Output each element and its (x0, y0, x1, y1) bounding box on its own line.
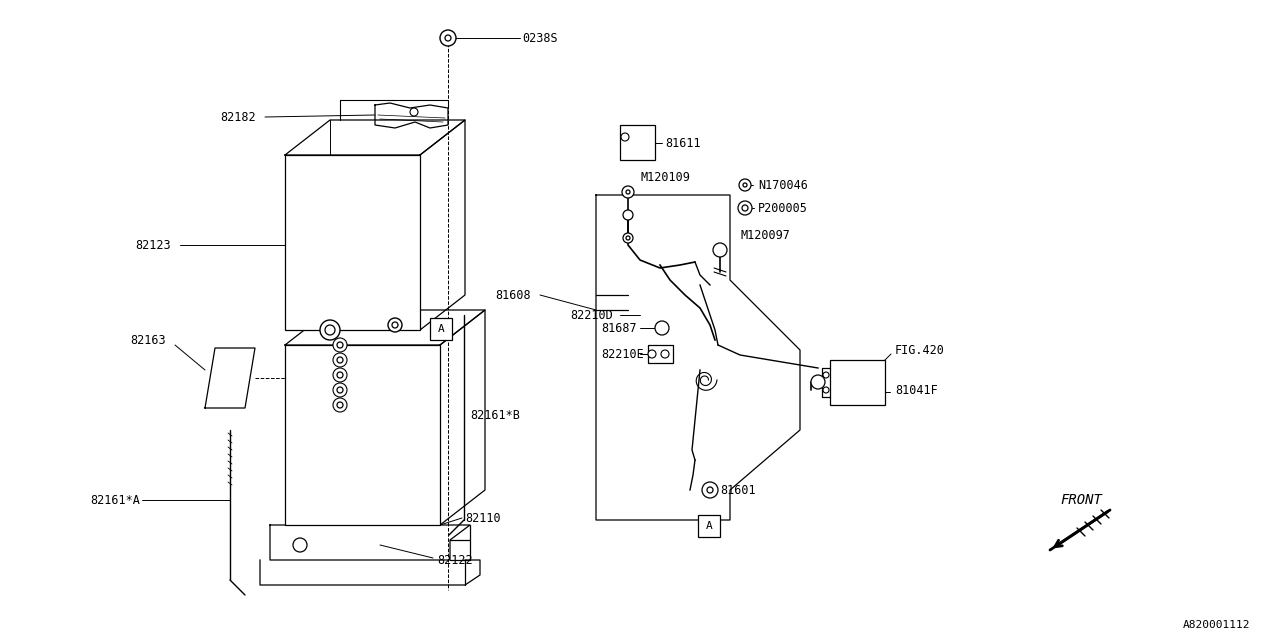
Text: 82210D: 82210D (570, 308, 613, 321)
Circle shape (320, 320, 340, 340)
Circle shape (823, 387, 829, 393)
Text: M120097: M120097 (740, 228, 790, 241)
Text: 82161*A: 82161*A (90, 493, 140, 506)
Circle shape (648, 350, 657, 358)
Text: 82163: 82163 (131, 333, 165, 346)
Circle shape (333, 383, 347, 397)
Circle shape (333, 338, 347, 352)
Circle shape (337, 357, 343, 363)
Circle shape (660, 350, 669, 358)
Circle shape (333, 398, 347, 412)
Circle shape (823, 372, 829, 378)
Circle shape (445, 35, 451, 41)
Circle shape (392, 322, 398, 328)
Circle shape (333, 368, 347, 382)
Circle shape (388, 318, 402, 332)
Text: A: A (438, 324, 444, 334)
Text: FRONT: FRONT (1060, 493, 1102, 507)
Text: FIG.420: FIG.420 (895, 344, 945, 356)
Text: 81687: 81687 (602, 321, 636, 335)
Circle shape (739, 201, 753, 215)
Circle shape (325, 325, 335, 335)
Text: A: A (705, 521, 713, 531)
Text: 82110: 82110 (465, 511, 500, 525)
Circle shape (621, 133, 628, 141)
Circle shape (742, 183, 748, 187)
Bar (698, 515, 721, 537)
Circle shape (742, 205, 748, 211)
Bar (285, 155, 420, 330)
Circle shape (440, 30, 456, 46)
Text: 82210E: 82210E (602, 348, 644, 360)
Text: P200005: P200005 (758, 202, 808, 214)
Text: 82122: 82122 (436, 554, 472, 566)
Circle shape (655, 321, 669, 335)
Text: 81601: 81601 (721, 483, 755, 497)
Circle shape (333, 353, 347, 367)
Bar (620, 125, 655, 160)
Text: N170046: N170046 (758, 179, 808, 191)
Circle shape (293, 538, 307, 552)
Circle shape (623, 233, 634, 243)
Circle shape (337, 402, 343, 408)
Circle shape (337, 387, 343, 393)
Circle shape (626, 236, 630, 240)
Circle shape (410, 108, 419, 116)
Text: 81041F: 81041F (895, 383, 938, 397)
Bar (285, 345, 440, 525)
Text: A820001112: A820001112 (1183, 620, 1251, 630)
Text: 82123: 82123 (134, 239, 170, 252)
Bar (829, 360, 884, 405)
Text: 82182: 82182 (220, 111, 256, 124)
Circle shape (626, 190, 630, 194)
Circle shape (739, 179, 751, 191)
Circle shape (622, 186, 634, 198)
Text: M120109: M120109 (640, 170, 690, 184)
Bar (648, 345, 673, 363)
Text: 81608: 81608 (495, 289, 531, 301)
Circle shape (623, 210, 634, 220)
Circle shape (812, 375, 826, 389)
Text: 0238S: 0238S (522, 31, 558, 45)
Circle shape (707, 487, 713, 493)
Circle shape (337, 342, 343, 348)
Circle shape (337, 372, 343, 378)
Circle shape (713, 243, 727, 257)
Bar (430, 318, 452, 340)
Text: 81611: 81611 (666, 136, 700, 150)
Text: 82161*B: 82161*B (470, 408, 520, 422)
Circle shape (701, 482, 718, 498)
